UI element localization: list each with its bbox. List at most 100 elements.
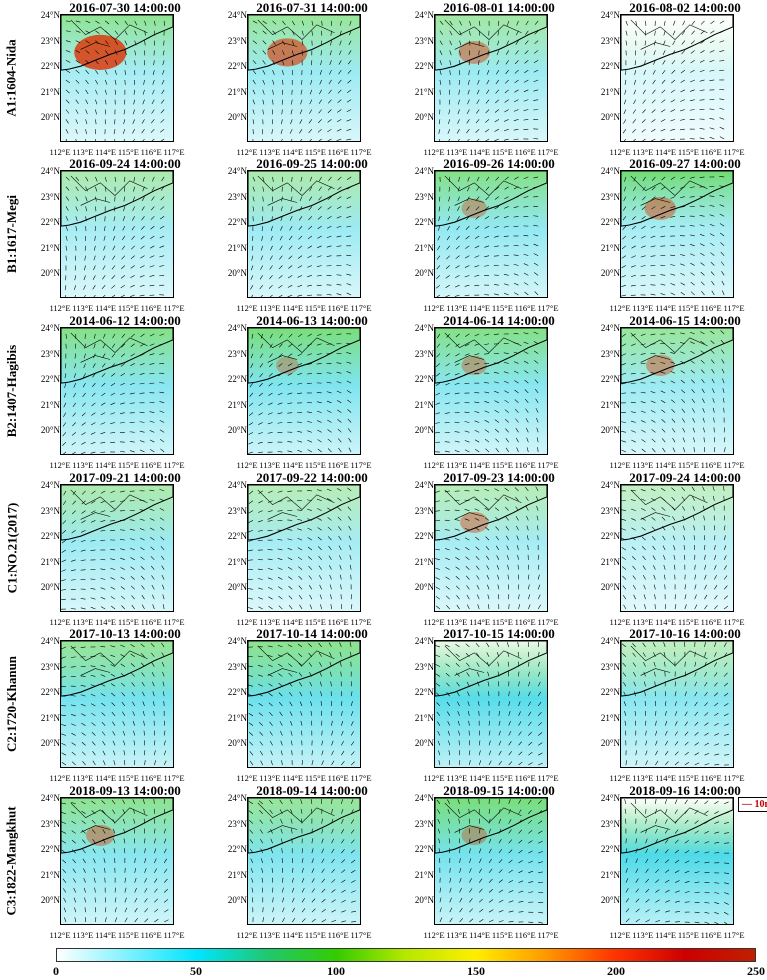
wind-vector — [622, 225, 627, 230]
wind-vector — [476, 662, 480, 667]
lat-tick-label: 24°N — [227, 10, 247, 20]
wind-vector — [100, 432, 106, 435]
wind-vector — [337, 507, 342, 511]
lon-tick-label: 115°E — [304, 147, 326, 157]
lat-tick-label: 22°N — [40, 531, 60, 541]
wind-vector — [300, 730, 303, 736]
wind-vector — [694, 701, 698, 707]
wind-vector — [279, 333, 283, 339]
wind-vector — [278, 682, 283, 687]
wind-vector — [533, 262, 539, 266]
wind-vector — [347, 399, 352, 404]
admin-boundaries — [630, 489, 708, 520]
wind-vector — [496, 69, 500, 75]
panel-title: 2017-09-23 14:00:00 — [443, 470, 555, 485]
wind-vector — [504, 186, 509, 190]
wind-vector — [299, 604, 303, 610]
wind-vector — [655, 828, 658, 834]
wind-vector — [114, 907, 117, 913]
wind-vector — [645, 909, 650, 913]
lat-tick-label: 23°N — [414, 818, 434, 829]
lon-tick-label: 112°E — [423, 460, 445, 470]
wind-vector — [670, 380, 676, 384]
wind-vector — [311, 30, 313, 36]
wind-vector — [446, 245, 450, 250]
wind-vector — [336, 138, 342, 141]
wind-vector — [248, 441, 254, 445]
lat-tick-label: 23°N — [227, 505, 247, 516]
wind-vector — [723, 515, 725, 521]
wind-vector — [487, 60, 490, 66]
wind-vector — [652, 545, 656, 551]
wind-vector — [621, 440, 627, 443]
wind-vector — [250, 353, 254, 359]
wind-vector — [346, 215, 352, 218]
wind-vector — [689, 225, 695, 227]
lon-tick-label: 116°E — [140, 147, 162, 157]
wind-vector — [252, 897, 254, 903]
wind-vector — [63, 907, 67, 913]
wind-vector — [307, 245, 313, 249]
wind-vector — [100, 646, 106, 648]
wind-vector — [630, 411, 636, 413]
wind-vector — [711, 369, 715, 374]
wind-vector — [714, 712, 719, 717]
wind-vector — [163, 808, 166, 814]
wind-vector — [301, 908, 306, 913]
panel-title: 2018-09-13 14:00:00 — [69, 783, 181, 798]
wind-vector — [277, 654, 283, 658]
panel-title: 2016-09-27 14:00:00 — [629, 156, 741, 171]
wind-vector — [493, 333, 499, 335]
wind-vector — [485, 546, 490, 551]
wind-vector — [488, 818, 491, 824]
wind-vector — [257, 665, 263, 667]
wind-vector — [277, 663, 283, 667]
wind-vector — [650, 410, 656, 413]
panel-title: 2018-09-15 14:00:00 — [443, 783, 555, 798]
lon-tick-label: 114°E — [469, 147, 491, 157]
wind-vector — [159, 498, 165, 502]
wind-vector — [85, 196, 88, 202]
wind-vector — [74, 275, 77, 281]
wind-vector — [100, 412, 106, 416]
wind-vector — [446, 255, 450, 260]
wind-vector — [537, 820, 543, 824]
wind-vector — [262, 79, 266, 85]
wind-vector — [75, 176, 79, 181]
wind-vector — [524, 282, 529, 286]
wind-vector — [455, 557, 460, 561]
wind-vector — [457, 186, 460, 192]
wind-vector — [341, 701, 343, 707]
wind-vector — [719, 40, 725, 43]
wind-vector — [474, 508, 480, 511]
wind-vector — [622, 672, 627, 677]
wind-vector — [632, 565, 636, 570]
wind-vector — [435, 596, 441, 600]
wind-vector — [154, 918, 159, 923]
wind-vector — [537, 711, 542, 717]
wind-vector — [326, 333, 332, 336]
wind-vector — [524, 398, 529, 404]
wind-vector — [350, 691, 353, 697]
wind-vector — [290, 186, 293, 192]
wind-vector — [496, 60, 500, 65]
wind-vector — [260, 255, 264, 261]
wind-vector — [655, 879, 660, 883]
wind-vector — [124, 887, 127, 893]
wind-vector — [474, 527, 480, 531]
wind-vector — [625, 898, 629, 903]
wind-vector — [494, 225, 499, 229]
wind-vector — [262, 109, 264, 115]
wind-vector — [280, 129, 283, 134]
wind-vector — [534, 291, 539, 296]
high-speed-zone — [276, 356, 299, 375]
wind-vector — [93, 245, 96, 251]
wind-vector — [140, 225, 145, 230]
map-panel: 2017-09-21 14:00:00 24°N 23°N 22°N 21°N 20°N 1… — [30, 470, 220, 627]
wind-vector — [474, 245, 480, 249]
wind-vector — [714, 911, 719, 915]
wind-vector — [643, 594, 646, 600]
wind-map — [434, 797, 548, 925]
wind-vector — [159, 429, 165, 433]
wind-vector — [458, 740, 460, 746]
